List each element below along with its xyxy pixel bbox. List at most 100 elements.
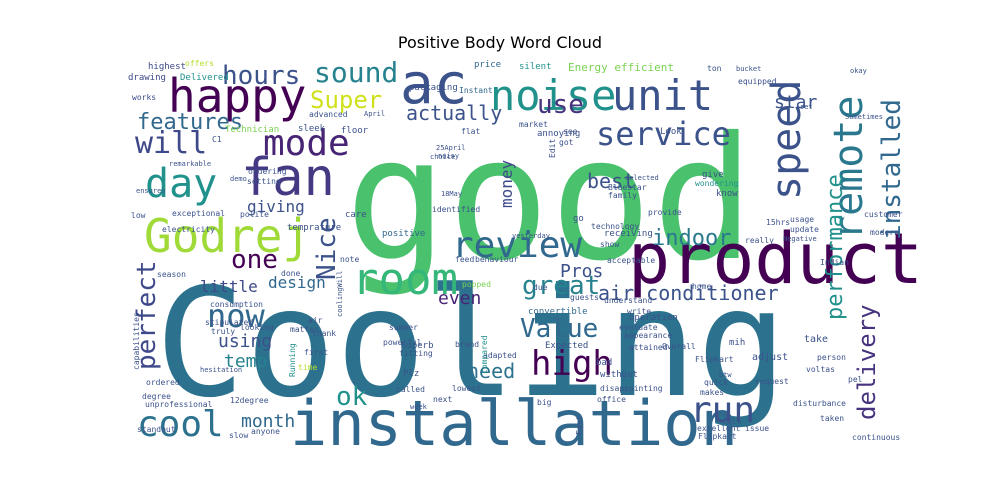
word-update: update	[790, 225, 819, 234]
word-looking: looking	[240, 323, 274, 332]
word-price: price	[474, 60, 501, 70]
word-air: air	[308, 316, 323, 325]
word-compared: compared	[480, 335, 489, 374]
word-cool: cool	[137, 404, 224, 445]
word-one: one	[231, 245, 278, 275]
word-review: review	[452, 225, 582, 266]
word-cooling: Cooling	[155, 257, 787, 431]
word-customer: customer	[864, 210, 903, 219]
word-guests: guests	[570, 293, 599, 302]
word-room: room	[352, 254, 458, 305]
chart-title: Positive Body Word Cloud	[397, 33, 603, 52]
word-taken: taken	[820, 414, 844, 423]
word-sleek: sleek	[298, 124, 326, 134]
word-overall: Overall	[662, 342, 696, 351]
word-slow: slow	[229, 431, 248, 440]
word-home: home	[692, 282, 711, 291]
word-remarkable: remarkable	[169, 160, 211, 168]
word-okay: okay	[850, 67, 867, 75]
word-offers: offers	[185, 59, 214, 68]
word-april: April	[364, 110, 385, 118]
word-highest: highest	[148, 62, 186, 72]
word-unit: unit	[612, 71, 713, 120]
word-bad: bad	[596, 358, 612, 368]
word-15hrs: 15hrs	[766, 218, 790, 227]
word-write: write	[627, 307, 651, 316]
word-matter: matter	[290, 325, 319, 334]
word-perfect: perfect	[132, 260, 162, 370]
word-btw: btw	[719, 371, 732, 379]
word-standout: standout	[137, 425, 176, 434]
word-hours: hours	[222, 61, 300, 91]
word-show: show	[600, 240, 619, 249]
word-service: service	[596, 115, 731, 153]
word-capabilities: capabilities	[132, 312, 141, 370]
word-mih: mih	[729, 338, 745, 348]
word-understand: understand	[604, 296, 652, 305]
word-hesitation: hesitation	[200, 366, 242, 374]
word-technician: Technician	[225, 125, 279, 135]
word-ordering: ordering	[248, 167, 287, 176]
word-fitting: fitting	[399, 349, 433, 358]
word-remote: remote	[826, 96, 872, 241]
word-know: know	[716, 189, 738, 199]
word-family: family	[608, 191, 637, 200]
word-set: set	[800, 103, 813, 111]
word-take: take	[804, 334, 828, 345]
word-performance: performance	[823, 174, 848, 320]
word-stipulated: stipulated	[205, 318, 253, 327]
word-degree: degree	[142, 392, 171, 401]
word-summer: summer	[389, 323, 418, 332]
word-demo: demo	[230, 175, 247, 183]
word-fast: Fast	[575, 416, 584, 435]
word-floor: floor	[341, 126, 369, 136]
word-pel: pel	[848, 375, 863, 384]
word-note: note	[340, 255, 359, 264]
word-star: star	[774, 92, 818, 113]
word-even: even	[438, 288, 481, 309]
word-continuous: continuous	[852, 433, 900, 442]
word-temprature: temprature	[287, 223, 341, 233]
word-value: Value	[520, 314, 598, 344]
word-advanced: advanced	[309, 110, 348, 119]
word-actually: actually	[406, 101, 502, 125]
word-called: called	[396, 385, 425, 394]
word-silent: silent	[519, 62, 552, 72]
word-disappointing: disappointing	[600, 384, 663, 393]
word-mode: mode	[263, 123, 350, 164]
word-air-conditioner: air conditioner	[598, 281, 779, 305]
word-powerful: powerful	[383, 338, 422, 347]
word-setting: setting	[247, 177, 281, 186]
word-sometimes: Sometimes	[845, 113, 883, 121]
word-edit: Edit	[548, 139, 557, 158]
word-sound: sound	[314, 56, 398, 89]
word-coolingwill: coolingWill	[336, 271, 344, 317]
word-high: high	[531, 344, 613, 384]
word-next: next	[433, 395, 452, 404]
word-positive: positive	[382, 229, 425, 239]
word-indian: Indian	[820, 258, 849, 267]
word-time: time	[298, 363, 317, 372]
word-market: market	[519, 120, 548, 129]
word-voltas: voltas	[806, 365, 835, 374]
word-electricity: electricity	[162, 225, 215, 234]
word-operation: operation	[629, 313, 678, 323]
word-use: use	[537, 90, 584, 120]
word-really: really	[745, 236, 774, 245]
word-works: works	[132, 93, 156, 102]
word-truly: truly	[211, 327, 235, 336]
word-adapted: adapted	[483, 351, 517, 360]
word-installed: installed	[877, 99, 907, 240]
word-attained: attained	[629, 343, 668, 352]
word-bluestar: Bluestar	[608, 183, 647, 192]
word-behaviour: behaviour	[475, 255, 519, 264]
word-giving: giving	[247, 197, 305, 216]
word-now: now	[207, 297, 266, 335]
word-popped: popped	[462, 280, 491, 289]
word-annoying: annoying	[537, 129, 580, 139]
word-ordered: ordered	[146, 378, 180, 387]
word-best: best	[587, 169, 635, 193]
word-give: give	[702, 170, 724, 180]
word-running: Running	[288, 343, 297, 377]
